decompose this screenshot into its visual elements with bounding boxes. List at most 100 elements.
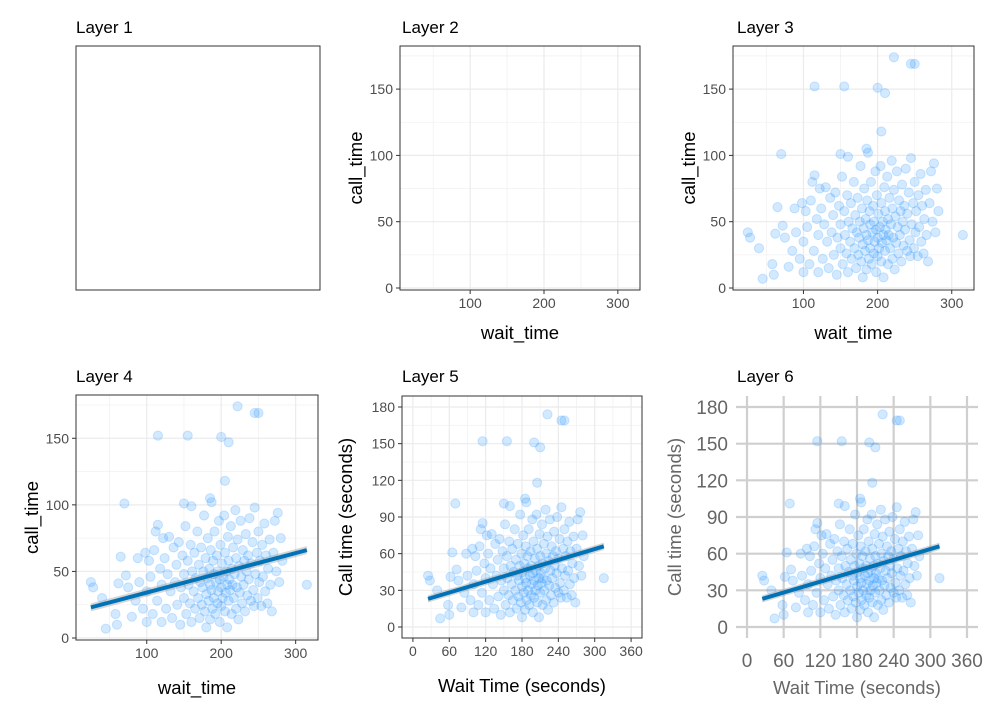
data-point [265,579,276,590]
data-point [858,585,869,596]
data-point [856,577,867,589]
y-axis-title: call_time [345,132,367,205]
data-point [240,529,251,540]
data-point [838,590,849,601]
data-point [558,543,569,554]
data-point [836,551,847,562]
data-point [115,551,126,562]
data-point [873,208,884,219]
data-point [851,548,862,559]
data-point [933,205,944,217]
data-point [516,548,527,559]
data-point [873,573,884,584]
data-point [876,256,887,267]
data-point [864,592,875,603]
data-point [869,573,880,584]
data-point [893,543,904,554]
data-point [850,263,862,274]
data-point [876,595,887,606]
data-point [839,536,850,547]
data-point [839,607,850,618]
data-point [231,582,242,593]
data-point [928,158,940,169]
data-point [542,531,553,542]
data-point [236,598,248,609]
data-point [445,571,456,582]
panel-border [732,45,975,291]
data-point [825,192,836,203]
data-point [835,599,846,611]
data-point [262,598,273,609]
data-point [779,571,790,582]
panel-title: Layer 1 [76,18,133,37]
data-point [266,606,277,617]
y-tick-label: 0 [718,280,726,296]
data-point [872,251,883,262]
data-point [767,259,778,270]
data-point [876,198,887,209]
data-point [548,597,559,608]
data-point [541,595,552,606]
data-point [905,152,917,164]
data-point [561,592,572,603]
data-point [911,205,922,217]
data-point [809,81,820,92]
data-point [521,497,532,508]
data-point [772,202,783,213]
data-point [818,595,830,606]
data-point [857,239,868,250]
data-point [890,211,901,222]
data-point [562,565,574,576]
data-point [510,585,521,596]
data-point [556,415,567,426]
panel-2: Layer 2 100 200 300 0 50 100 150 wait_time call_t… [345,18,641,344]
data-point [207,555,219,566]
data-point [865,585,876,596]
data-point [877,216,888,227]
data-point [113,578,124,589]
data-point [789,203,800,214]
data-point [529,592,540,603]
data-point [845,236,856,247]
data-point [931,183,943,194]
data-point [171,559,182,570]
data-point [85,576,96,588]
data-point [858,524,869,535]
data-point [814,558,825,569]
data-point [226,608,237,620]
data-point [833,563,844,574]
data-point [527,514,538,525]
data-point [854,493,866,504]
data-point [898,240,909,251]
data-point [819,219,830,230]
data-point [204,614,216,625]
data-point [880,224,891,235]
data-point [204,579,216,590]
data-point [899,200,910,211]
y-tick-label: 150 [370,81,394,97]
data-point [263,563,274,574]
data-point [530,585,541,596]
data-point [242,550,254,561]
data-point [228,592,239,604]
data-point [882,171,893,182]
data-point [831,269,842,280]
data-point [915,168,926,180]
data-point [538,538,549,549]
panel-title: Layer 6 [737,367,794,386]
data-point [493,591,504,602]
data-point [889,533,900,545]
data-point [886,155,897,166]
data-point [152,519,164,530]
data-point [511,603,522,614]
panel-4: Layer 4 100 200 300 0 50 100 150 wait_time call_t… [21,367,319,699]
data-point [572,514,583,525]
data-point [787,575,798,586]
data-point [847,538,858,549]
data-point [120,570,131,581]
data-point [803,607,814,618]
data-point [836,171,848,182]
data-point [461,548,472,559]
data-point [866,259,877,270]
data-point [888,52,900,63]
